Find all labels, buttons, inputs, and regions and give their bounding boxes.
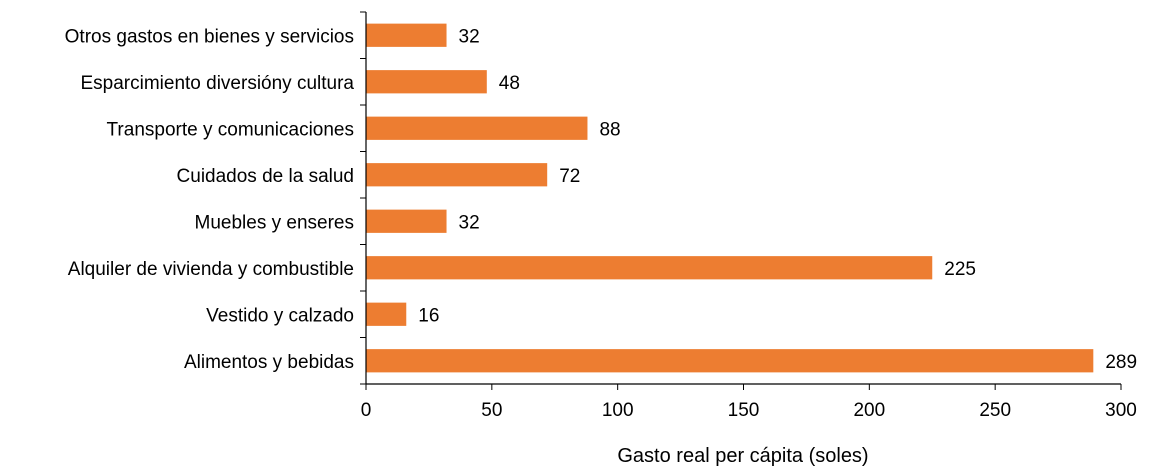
data-label: 289 <box>1105 352 1137 373</box>
x-tick-label: 300 <box>1105 400 1137 421</box>
data-label: 16 <box>418 305 439 326</box>
bar <box>366 256 933 280</box>
bar <box>366 70 487 94</box>
bar <box>366 116 588 140</box>
axis-layer <box>360 11 1121 385</box>
data-label: 88 <box>599 119 620 140</box>
bar <box>366 349 1094 373</box>
category-label: Muebles y enseres <box>195 212 354 233</box>
bar <box>366 209 447 233</box>
x-tick-label: 0 <box>361 400 372 421</box>
data-label: 48 <box>499 73 520 94</box>
x-tick-label: 150 <box>728 400 760 421</box>
bar <box>366 23 447 47</box>
x-tick-label: 50 <box>481 400 502 421</box>
x-axis-ticks: 0 50 100 150 200 250 300 <box>361 384 1137 421</box>
data-label: 32 <box>459 26 480 47</box>
bars-layer <box>366 23 1094 373</box>
category-labels: Otros gastos en bienes y servicios Esparc… <box>65 26 355 373</box>
category-label: Vestido y calzado <box>206 305 354 326</box>
data-label: 225 <box>944 259 976 280</box>
x-tick-label: 250 <box>979 400 1011 421</box>
category-label: Esparcimiento diversióny cultura <box>80 73 354 94</box>
x-tick-label: 200 <box>853 400 885 421</box>
category-label: Otros gastos en bienes y servicios <box>65 26 354 47</box>
x-axis-title: Gasto real per cápita (soles) <box>617 445 868 466</box>
data-label: 72 <box>559 166 580 187</box>
category-label: Alquiler de vivienda y combustible <box>68 259 354 280</box>
category-label: Cuidados de la salud <box>177 166 354 187</box>
x-tick-label: 100 <box>602 400 634 421</box>
bar <box>366 302 407 326</box>
category-label: Alimentos y bebidas <box>184 352 354 373</box>
data-labels: 32 48 88 72 32 225 16 289 <box>418 26 1137 373</box>
data-label: 32 <box>459 212 480 233</box>
bar <box>366 163 548 187</box>
category-label: Transporte y comunicaciones <box>107 119 354 140</box>
